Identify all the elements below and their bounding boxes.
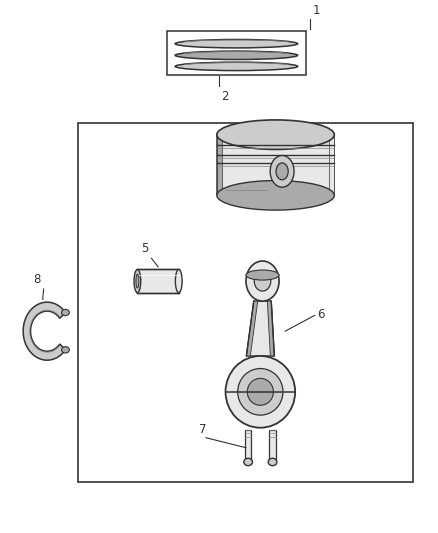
Polygon shape xyxy=(267,301,274,356)
Ellipse shape xyxy=(175,51,298,60)
Ellipse shape xyxy=(246,261,279,301)
Text: 6: 6 xyxy=(317,308,325,321)
Ellipse shape xyxy=(61,309,69,316)
Polygon shape xyxy=(247,301,274,356)
Text: 1: 1 xyxy=(313,4,320,17)
Ellipse shape xyxy=(175,270,182,293)
Text: 7: 7 xyxy=(199,423,207,435)
Polygon shape xyxy=(247,301,258,356)
Ellipse shape xyxy=(136,274,139,288)
Polygon shape xyxy=(329,135,334,195)
Bar xyxy=(78,123,413,481)
Polygon shape xyxy=(217,135,334,195)
Ellipse shape xyxy=(61,346,69,353)
Bar xyxy=(167,30,306,75)
Polygon shape xyxy=(23,302,65,360)
Ellipse shape xyxy=(175,39,298,48)
Ellipse shape xyxy=(175,62,298,70)
Bar xyxy=(245,430,251,461)
Ellipse shape xyxy=(217,120,334,149)
Ellipse shape xyxy=(254,271,271,291)
Ellipse shape xyxy=(226,356,295,427)
Ellipse shape xyxy=(244,458,253,466)
Ellipse shape xyxy=(270,156,294,187)
Ellipse shape xyxy=(246,270,279,280)
Text: 5: 5 xyxy=(141,242,148,255)
Ellipse shape xyxy=(134,270,141,293)
Ellipse shape xyxy=(247,378,273,405)
Text: 8: 8 xyxy=(33,273,41,286)
Ellipse shape xyxy=(268,458,277,466)
Bar xyxy=(269,430,276,461)
Ellipse shape xyxy=(238,368,283,415)
Ellipse shape xyxy=(217,181,334,210)
Polygon shape xyxy=(138,270,179,293)
Ellipse shape xyxy=(276,163,288,180)
Polygon shape xyxy=(217,135,222,195)
Text: 2: 2 xyxy=(221,90,229,102)
